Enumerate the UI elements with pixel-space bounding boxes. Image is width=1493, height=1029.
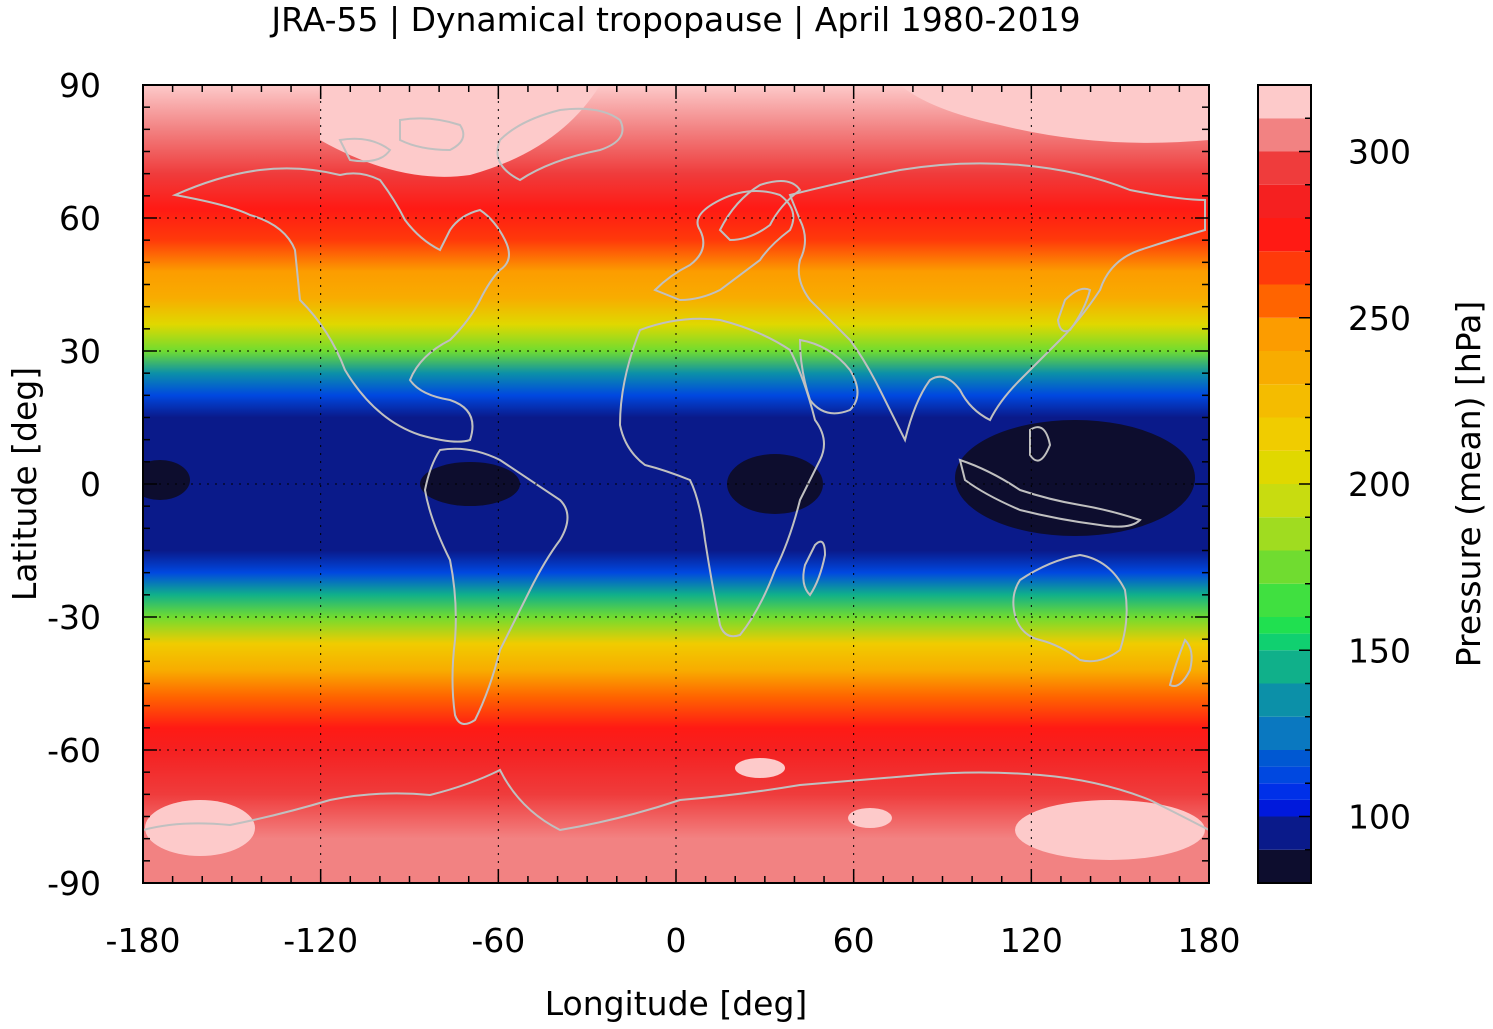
y-tick-label: 90 bbox=[59, 66, 101, 105]
colorbar-swatch bbox=[1258, 251, 1311, 285]
antarctic-high-patch bbox=[735, 758, 785, 778]
coastline-antarctica bbox=[143, 768, 1209, 832]
colorbar-swatch bbox=[1258, 151, 1311, 185]
colorbar-swatch bbox=[1258, 550, 1311, 584]
coastline-scandinavia bbox=[718, 180, 802, 242]
x-axis-label: Longitude [deg] bbox=[545, 984, 808, 1023]
coastline-australia bbox=[1012, 553, 1128, 663]
colorbar-swatch bbox=[1258, 450, 1311, 484]
map-frame bbox=[142, 84, 1210, 884]
maritime-continent-min-region bbox=[955, 420, 1195, 536]
colorbar-swatch bbox=[1258, 317, 1311, 351]
coastline-greenland bbox=[496, 107, 624, 182]
colorbar: 300 250 200 150 100 Pressure (mean) [hPa] bbox=[1257, 84, 1488, 884]
coastline-indonesia bbox=[958, 426, 1142, 528]
antarctic-high-left bbox=[145, 800, 255, 856]
colorbar-tick-label: 200 bbox=[1348, 465, 1411, 504]
coastline-japan bbox=[1056, 287, 1092, 333]
x-tick-label: -180 bbox=[106, 921, 181, 960]
coastline-north-america bbox=[171, 167, 510, 443]
colorbar-swatch bbox=[1258, 617, 1311, 634]
antarctic-high-patch-2 bbox=[848, 808, 892, 828]
colorbar-swatch bbox=[1258, 85, 1311, 119]
colorbar-swatch bbox=[1258, 816, 1311, 850]
y-axis-label: Latitude [deg] bbox=[5, 367, 44, 601]
colorbar-swatch bbox=[1258, 284, 1311, 318]
colorbar-swatch bbox=[1258, 650, 1311, 684]
colorbar-swatch bbox=[1258, 484, 1311, 518]
colorbar-swatch bbox=[1258, 417, 1311, 451]
colorbar-tick-label: 100 bbox=[1348, 798, 1411, 837]
colorbar-swatch bbox=[1258, 633, 1311, 651]
colorbar-label: Pressure (mean) [hPa] bbox=[1449, 301, 1488, 668]
coastline-africa bbox=[618, 317, 825, 638]
arctic-high-region-2 bbox=[900, 85, 1209, 143]
y-tick-label: -30 bbox=[47, 598, 101, 637]
x-tick-label: -60 bbox=[471, 921, 525, 960]
colorbar-swatch bbox=[1258, 766, 1311, 784]
colorbar-tick-label: 300 bbox=[1348, 133, 1411, 172]
colorbar-frame bbox=[1257, 84, 1312, 884]
colorbar-tick-label: 250 bbox=[1348, 299, 1411, 338]
coastline-madagascar bbox=[802, 540, 827, 597]
antarctic-high-right bbox=[1015, 800, 1205, 860]
colorbar-swatch bbox=[1258, 783, 1311, 800]
coastline-south-america bbox=[423, 447, 569, 725]
y-tick-label: 30 bbox=[59, 332, 101, 371]
coastline-new-zealand bbox=[1168, 638, 1193, 687]
colorbar-tick-label: 150 bbox=[1348, 631, 1411, 670]
colorbar-swatch bbox=[1258, 517, 1311, 551]
coastline-arctic-islands bbox=[338, 117, 465, 163]
coastline-arabia bbox=[798, 338, 859, 415]
colorbar-swatch bbox=[1258, 750, 1311, 767]
colorbar-swatch bbox=[1258, 583, 1311, 617]
colorbar-swatch bbox=[1258, 118, 1311, 152]
colorbar-swatch bbox=[1258, 683, 1311, 717]
colorbar-swatch bbox=[1258, 184, 1311, 218]
colorbar-swatch bbox=[1258, 351, 1311, 385]
x-tick-label: -120 bbox=[283, 921, 358, 960]
x-tick-label: 120 bbox=[1000, 921, 1063, 960]
y-tick-label: -90 bbox=[47, 864, 101, 903]
y-tick-labels: 90 60 30 0 -30 -60 -90 bbox=[47, 66, 101, 903]
colorbar-swatch bbox=[1258, 218, 1311, 252]
y-tick-label: 0 bbox=[80, 465, 101, 504]
x-tick-labels: -180 -120 -60 0 60 120 180 bbox=[106, 921, 1241, 960]
arctic-high-region bbox=[320, 85, 600, 177]
coastline-asia bbox=[788, 162, 1206, 443]
y-tick-label: -60 bbox=[47, 731, 101, 770]
colorbar-swatch bbox=[1258, 716, 1311, 750]
x-tick-label: 60 bbox=[833, 921, 875, 960]
amazon-min-region bbox=[420, 462, 520, 506]
x-tick-label: 180 bbox=[1178, 921, 1241, 960]
y-tick-label: 60 bbox=[59, 199, 101, 238]
coastlines bbox=[143, 107, 1209, 832]
colorbar-swatch bbox=[1258, 384, 1311, 418]
colorbar-tick-labels: 300 250 200 150 100 bbox=[1348, 133, 1411, 837]
dateline-min-region bbox=[143, 460, 190, 500]
coastline-europe bbox=[653, 190, 795, 302]
chart-title: JRA-55 | Dynamical tropopause | April 19… bbox=[269, 0, 1080, 39]
field-anomalies bbox=[143, 85, 1209, 860]
colorbar-swatches bbox=[1258, 85, 1311, 883]
map-grid bbox=[143, 85, 1209, 883]
minor-ticks bbox=[142, 84, 1210, 884]
colorbar-swatch bbox=[1258, 849, 1311, 883]
colorbar-swatch bbox=[1258, 799, 1311, 817]
x-tick-label: 0 bbox=[666, 921, 687, 960]
